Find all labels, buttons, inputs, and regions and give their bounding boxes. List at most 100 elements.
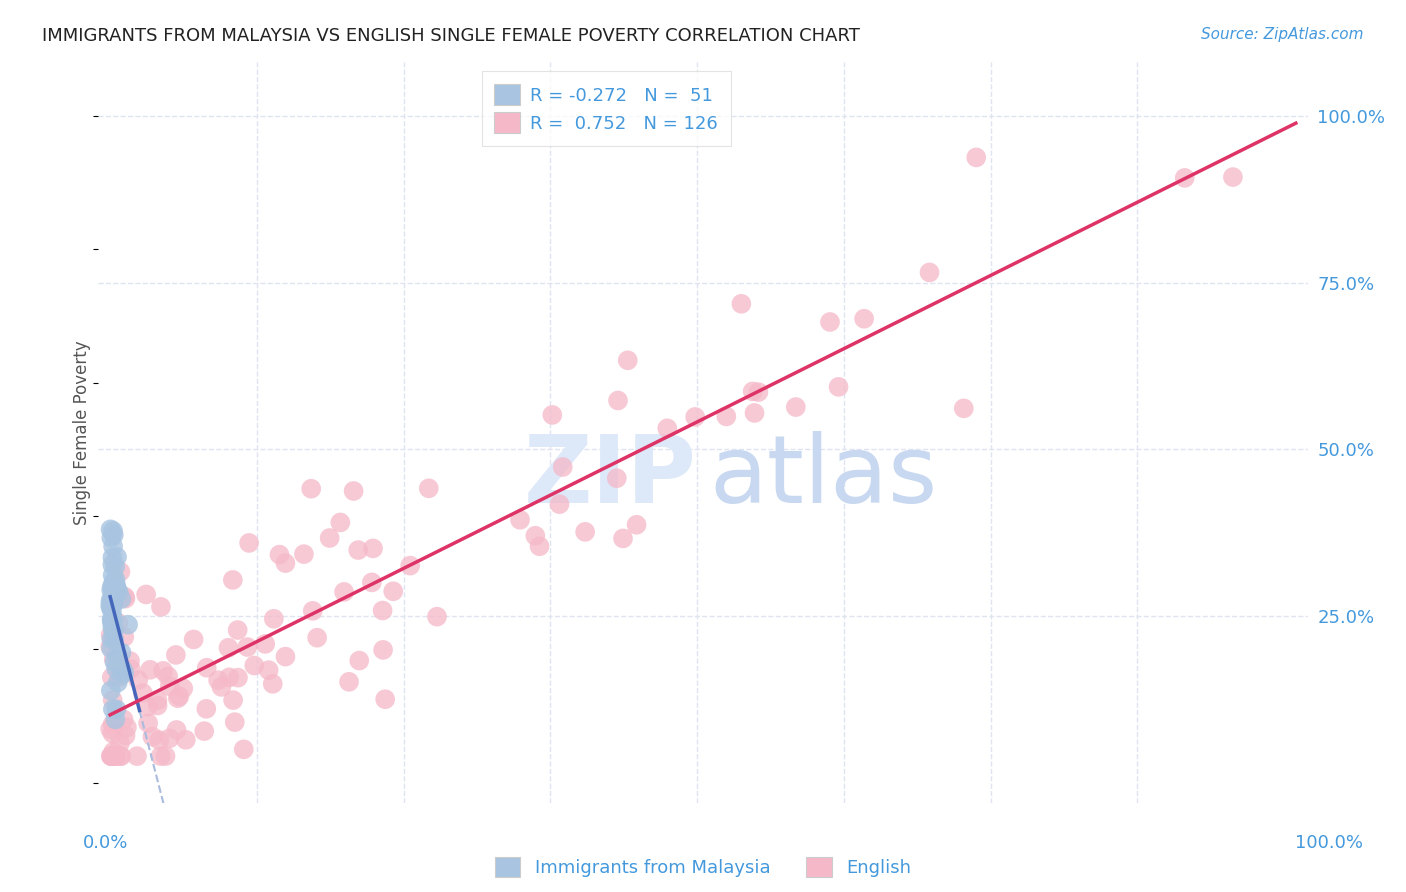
Point	[683, 409, 706, 424]
Text: IMMIGRANTS FROM MALAYSIA VS ENGLISH SINGLE FEMALE POVERTY CORRELATION CHART: IMMIGRANTS FROM MALAYSIA VS ENGLISH SING…	[42, 27, 860, 45]
Point	[101, 615, 124, 629]
Point	[114, 590, 136, 604]
Point	[101, 749, 124, 764]
Point	[166, 723, 188, 737]
Point	[98, 640, 121, 654]
Point	[232, 742, 254, 756]
Point	[104, 749, 127, 764]
Point	[226, 671, 249, 685]
Point	[101, 702, 124, 716]
Point	[159, 679, 181, 693]
Point	[100, 522, 122, 536]
Point	[139, 663, 162, 677]
Point	[349, 654, 371, 668]
Point	[360, 575, 382, 590]
Point	[101, 620, 124, 634]
Point	[236, 640, 259, 654]
Point	[1174, 170, 1197, 185]
Text: 0.0%: 0.0%	[83, 834, 128, 852]
Point	[112, 630, 135, 644]
Point	[114, 591, 136, 606]
Point	[238, 536, 260, 550]
Point	[108, 749, 131, 764]
Point	[105, 649, 128, 664]
Point	[222, 693, 245, 707]
Point	[730, 297, 752, 311]
Point	[111, 662, 134, 676]
Point	[100, 593, 122, 607]
Point	[103, 632, 125, 646]
Point	[100, 600, 122, 615]
Point	[524, 529, 547, 543]
Point	[103, 652, 125, 666]
Point	[318, 531, 340, 545]
Point	[226, 623, 249, 637]
Point	[307, 631, 329, 645]
Point	[918, 265, 941, 279]
Point	[716, 409, 738, 424]
Point	[818, 315, 841, 329]
Point	[374, 692, 396, 706]
Point	[103, 594, 125, 608]
Point	[114, 729, 136, 743]
Point	[101, 670, 124, 684]
Text: 100.0%: 100.0%	[1295, 834, 1362, 852]
Point	[105, 582, 128, 596]
Point	[112, 665, 135, 680]
Point	[100, 614, 122, 628]
Point	[100, 583, 122, 598]
Point	[626, 517, 648, 532]
Point	[100, 632, 122, 647]
Point	[107, 615, 129, 630]
Point	[108, 670, 131, 684]
Point	[104, 749, 127, 764]
Text: Source: ZipAtlas.com: Source: ZipAtlas.com	[1201, 27, 1364, 42]
Point	[146, 693, 169, 707]
Point	[952, 401, 974, 416]
Point	[172, 681, 194, 696]
Point	[135, 587, 157, 601]
Point	[98, 598, 121, 612]
Point	[100, 612, 122, 626]
Point	[741, 384, 763, 399]
Text: atlas: atlas	[709, 431, 938, 523]
Point	[103, 749, 125, 764]
Point	[103, 655, 125, 669]
Point	[853, 311, 876, 326]
Point	[657, 421, 679, 435]
Point	[101, 524, 124, 538]
Point	[118, 654, 141, 668]
Point	[254, 637, 277, 651]
Point	[110, 565, 132, 579]
Point	[159, 731, 181, 746]
Point	[127, 673, 149, 687]
Point	[117, 617, 139, 632]
Point	[207, 673, 229, 688]
Point	[174, 732, 197, 747]
Point	[166, 691, 188, 706]
Point	[110, 668, 132, 682]
Point	[103, 528, 125, 542]
Point	[100, 641, 122, 656]
Point	[243, 658, 266, 673]
Point	[371, 643, 394, 657]
Point	[269, 548, 291, 562]
Point	[107, 585, 129, 599]
Point	[104, 573, 127, 587]
Point	[101, 591, 124, 606]
Point	[157, 669, 180, 683]
Point	[616, 353, 638, 368]
Point	[292, 547, 315, 561]
Point	[101, 568, 124, 582]
Point	[399, 558, 422, 573]
Point	[110, 646, 132, 660]
Point	[612, 532, 634, 546]
Point	[301, 604, 323, 618]
Point	[152, 664, 174, 678]
Point	[329, 516, 352, 530]
Point	[274, 556, 297, 570]
Point	[101, 611, 124, 625]
Point	[337, 674, 360, 689]
Point	[606, 471, 628, 485]
Point	[125, 749, 148, 764]
